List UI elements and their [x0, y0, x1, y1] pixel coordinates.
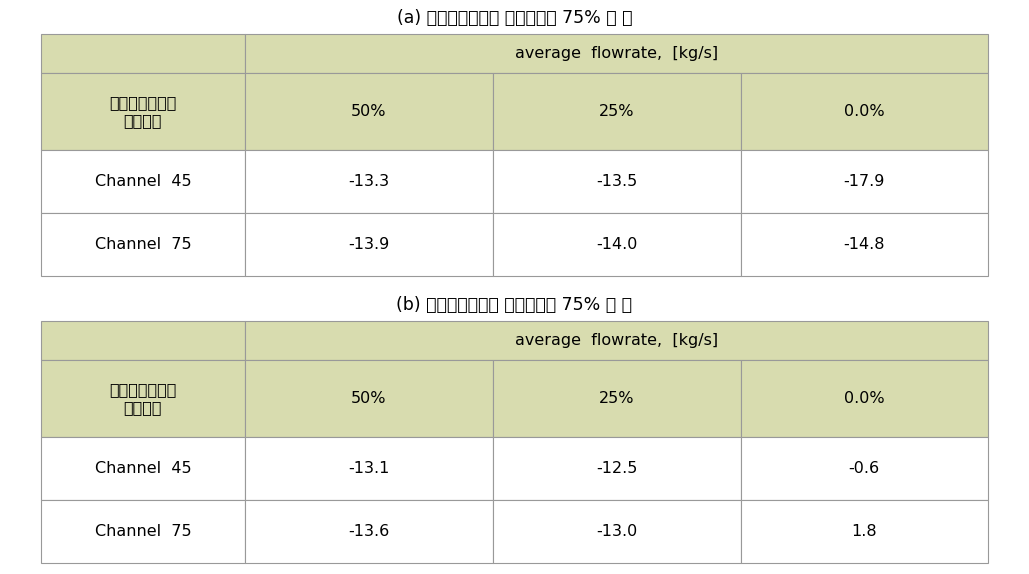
Text: 50%: 50% [351, 391, 387, 406]
Text: 50%: 50% [351, 104, 387, 119]
Bar [41, 437, 245, 500]
Bar [41, 73, 245, 150]
Text: Channel  45: Channel 45 [95, 174, 191, 189]
Bar [493, 150, 741, 213]
Bar [41, 360, 245, 437]
Text: -14.0: -14.0 [596, 236, 637, 251]
Bar [741, 73, 988, 150]
Text: -13.9: -13.9 [348, 236, 389, 251]
Text: -13.1: -13.1 [348, 461, 389, 476]
Bar [245, 321, 988, 360]
Text: (a) 출구모관으로의 유동면적이 75% 일 때: (a) 출구모관으로의 유동면적이 75% 일 때 [397, 9, 632, 26]
Text: 0.0%: 0.0% [844, 104, 885, 119]
Text: Channel  75: Channel 75 [95, 236, 191, 251]
Bar [41, 34, 245, 73]
Bar [245, 500, 493, 563]
Bar [493, 73, 741, 150]
Bar [741, 213, 988, 276]
Bar [41, 321, 245, 360]
Text: 0.0%: 0.0% [844, 391, 885, 406]
Text: -13.5: -13.5 [596, 174, 637, 189]
Text: average  flowrate,  [kg/s]: average flowrate, [kg/s] [514, 333, 718, 348]
Bar [741, 437, 988, 500]
Text: -14.8: -14.8 [844, 236, 885, 251]
Text: 25%: 25% [599, 391, 635, 406]
Text: 출구모관으로의
유동면적: 출구모관으로의 유동면적 [109, 382, 177, 415]
Bar [741, 500, 988, 563]
Bar [41, 213, 245, 276]
Bar [245, 73, 493, 150]
Bar [245, 437, 493, 500]
Text: Channel  45: Channel 45 [95, 461, 191, 476]
Bar [245, 34, 988, 73]
Bar [493, 437, 741, 500]
Text: -13.3: -13.3 [348, 174, 389, 189]
Bar [493, 500, 741, 563]
Text: -0.6: -0.6 [849, 461, 880, 476]
Bar [245, 150, 493, 213]
Text: -13.6: -13.6 [348, 523, 389, 538]
Text: -13.0: -13.0 [596, 523, 637, 538]
Bar [741, 360, 988, 437]
Text: -12.5: -12.5 [596, 461, 637, 476]
Bar [493, 360, 741, 437]
Text: -17.9: -17.9 [844, 174, 885, 189]
Bar [41, 150, 245, 213]
Bar [245, 213, 493, 276]
Text: (b) 입구모관으로의 유동면적이 75% 일 때: (b) 입구모관으로의 유동면적이 75% 일 때 [396, 296, 633, 313]
Bar [493, 213, 741, 276]
Text: 25%: 25% [599, 104, 635, 119]
Bar [41, 500, 245, 563]
Text: 1.8: 1.8 [851, 523, 877, 538]
Bar [741, 150, 988, 213]
Text: 입구모관으로의
유동면적: 입구모관으로의 유동면적 [109, 95, 177, 128]
Text: Channel  75: Channel 75 [95, 523, 191, 538]
Bar [245, 360, 493, 437]
Text: average  flowrate,  [kg/s]: average flowrate, [kg/s] [514, 46, 718, 61]
